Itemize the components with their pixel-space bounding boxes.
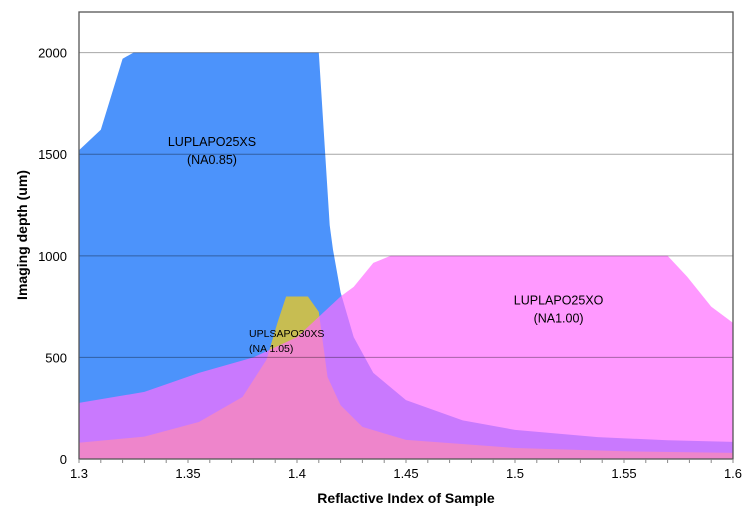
x-axis-title: Reflactive Index of Sample (317, 490, 495, 506)
annotation-layer: LUPLAPO25XS (NA0.85) UPLSAPO30XS (NA 1.05) L… (168, 135, 604, 355)
x-tick-label: 1.5 (506, 466, 524, 481)
annotation-line: LUPLAPO25XS (168, 135, 256, 149)
annotation-line: LUPLAPO25XO (514, 294, 604, 308)
series-area-luplapo25xs (79, 52, 733, 459)
annotation-label: LUPLAPO25XS (NA0.85) (168, 135, 256, 167)
annotation-label: UPLSAPO30XS (NA 1.05) (249, 328, 324, 355)
y-tick-label: 1500 (38, 147, 67, 162)
y-tick-label: 0 (60, 452, 67, 467)
annotation-line: UPLSAPO30XS (249, 328, 324, 340)
annotation-line: (NA 1.05) (249, 343, 293, 355)
annotation-line: (NA1.00) (534, 312, 584, 326)
y-tick-label: 1000 (38, 249, 67, 264)
x-tick-label: 1.3 (70, 466, 88, 481)
x-tick-label: 1.55 (611, 466, 636, 481)
annotation-line: (NA0.85) (187, 153, 237, 167)
series-area-luplapo25xo (79, 255, 733, 459)
series-layer (79, 52, 733, 459)
axis-layer: 1.3 1.35 1.4 1.45 1.5 1.55 1.6 0 500 1000 1500 2000 (38, 11, 742, 481)
y-axis-title: Imaging depth (um) (14, 170, 30, 300)
x-tick-label: 1.45 (393, 466, 418, 481)
y-tick-label: 2000 (38, 46, 67, 61)
y-tick-label: 500 (45, 350, 67, 365)
annotation-label: LUPLAPO25XO (NA1.00) (514, 294, 604, 326)
x-tick-label: 1.35 (175, 466, 200, 481)
x-tick-label: 1.6 (724, 466, 742, 481)
x-tick-label: 1.4 (288, 466, 306, 481)
grid-layer (79, 52, 733, 358)
